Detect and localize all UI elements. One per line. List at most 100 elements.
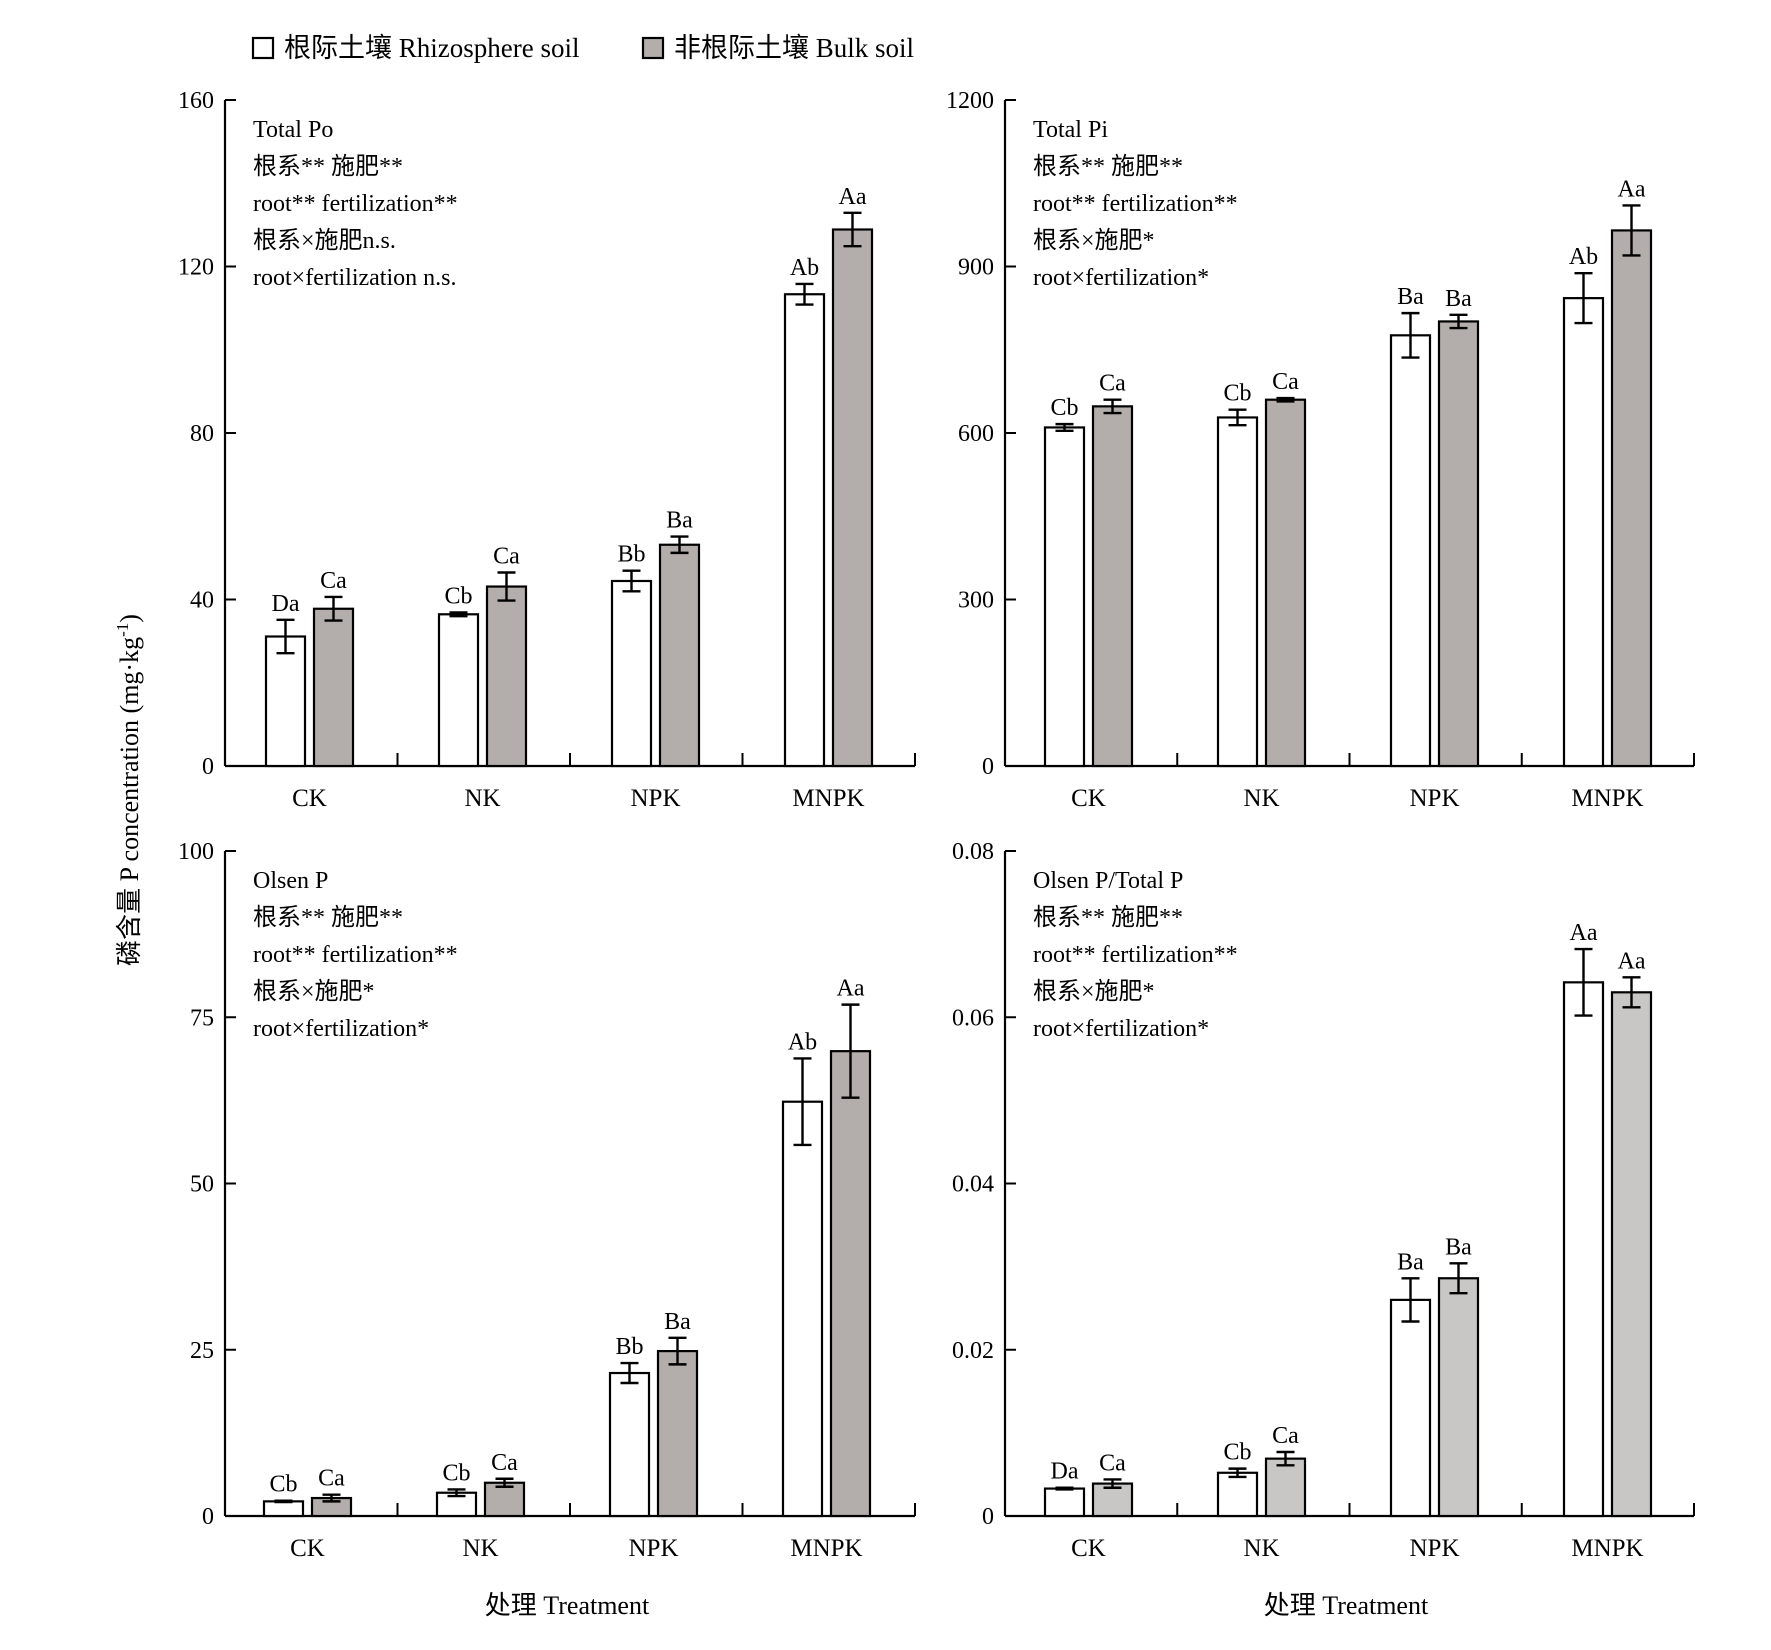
bar-rhizosphere: [264, 635, 307, 768]
significance-label: Ab: [790, 255, 819, 281]
stats-annotation: root×fertilization n.s.: [253, 265, 456, 291]
significance-label: Ba: [1397, 1249, 1424, 1275]
significance-label: Cb: [444, 583, 472, 609]
x-tick-label: NK: [462, 1535, 498, 1562]
stats-annotation: 根系×施肥*: [253, 978, 375, 1005]
significance-label: Ab: [788, 1029, 817, 1055]
significance-label: Ca: [320, 568, 347, 594]
x-tick-label: NK: [464, 785, 500, 812]
y-tick-label: 50: [190, 1172, 214, 1198]
panel-olsen-p: 0 25 50 75 100 Cb Ca CK Cb Ca NK Bb Ba NPK Ab Aa MNPK Ols…: [178, 839, 916, 1562]
significance-label: Ca: [1099, 371, 1126, 397]
significance-label: Bb: [617, 542, 645, 568]
y-tick-label: 600: [958, 421, 994, 447]
bar-rhizosphere: [1216, 1471, 1259, 1518]
bar-bulk: [831, 228, 874, 768]
y-axis-title: 磷含量 P concentration (mg·kg-1): [113, 614, 144, 966]
significance-label: Ca: [1272, 1423, 1299, 1449]
bar-bulk: [1437, 1277, 1480, 1518]
stats-annotation: 根系** 施肥**: [1033, 153, 1183, 180]
x-tick-label: NK: [1243, 785, 1279, 812]
significance-label: Ba: [1445, 286, 1472, 312]
bar-bulk: [658, 543, 701, 768]
bar-bulk: [829, 1050, 872, 1518]
y-axis-title-main: 磷含量 P concentration (mg·kg: [115, 637, 144, 966]
panel-title: Total Pi: [1033, 117, 1108, 143]
panel-title: Olsen P: [253, 868, 328, 894]
bar-rhizosphere: [610, 579, 653, 768]
bar-bulk: [1264, 1457, 1307, 1518]
stats-annotation: root** fertilization**: [253, 191, 458, 217]
y-tick-label: 900: [958, 255, 994, 281]
significance-label: Da: [1051, 1459, 1079, 1485]
x-tick-label: CK: [1071, 785, 1106, 812]
significance-label: Cb: [1050, 395, 1078, 421]
significance-label: Cb: [442, 1460, 470, 1486]
x-tick-label: MNPK: [1571, 1535, 1643, 1562]
stats-annotation: root** fertilization**: [1033, 942, 1238, 968]
panel-total-po: 0 40 80 120 160 Da Ca CK Cb Ca NK Bb Ba NPK Ab Aa MNPK To…: [178, 88, 916, 812]
x-tick-label: NPK: [1409, 785, 1459, 812]
x-tick-label: CK: [292, 785, 327, 812]
bar-rhizosphere: [262, 1500, 305, 1518]
significance-label: Ba: [1397, 284, 1424, 310]
y-tick-label: 0.04: [952, 1172, 994, 1198]
x-axis-title-right: 处理 Treatment: [1264, 1591, 1429, 1620]
x-tick-label: CK: [290, 1535, 325, 1562]
bar-bulk: [485, 585, 528, 768]
significance-label: Ca: [493, 543, 520, 569]
x-tick-label: NPK: [1409, 1535, 1459, 1562]
significance-label: Ba: [666, 508, 693, 534]
significance-label: Aa: [837, 976, 865, 1002]
y-tick-label: 40: [190, 588, 214, 614]
significance-label: Da: [272, 591, 300, 617]
bar-rhizosphere: [437, 613, 480, 768]
bar-rhizosphere: [608, 1371, 651, 1518]
legend-label-rhizosphere: 根际土壤 Rhizosphere soil: [284, 33, 579, 63]
bar-rhizosphere: [1043, 426, 1086, 768]
y-tick-label: 1200: [946, 88, 994, 114]
panel-olsen-ratio: 0 0.02 0.04 0.06 0.08 Da Ca CK Cb Ca NK Ba Ba NPK Aa Aa…: [952, 839, 1695, 1562]
significance-label: Aa: [1570, 920, 1598, 946]
stats-annotation: root×fertilization*: [253, 1016, 429, 1042]
significance-label: Cb: [1223, 381, 1251, 407]
y-axis-title-sup: -1: [113, 623, 132, 637]
legend: 根际土壤 Rhizosphere soil 非根际土壤 Bulk soil: [251, 33, 914, 63]
significance-label: Ba: [664, 1309, 691, 1335]
y-tick-label: 0.06: [952, 1005, 994, 1031]
y-tick-label: 0: [982, 754, 994, 780]
panel-title: Olsen P/Total P: [1033, 868, 1183, 894]
significance-label: Bb: [615, 1334, 643, 1360]
significance-label: Cb: [269, 1472, 297, 1498]
bar-bulk: [1264, 398, 1307, 768]
y-tick-label: 0: [202, 754, 214, 780]
stats-annotation: 根系** 施肥**: [253, 904, 403, 931]
stats-annotation: root** fertilization**: [253, 942, 458, 968]
bar-bulk: [1610, 991, 1653, 1518]
y-axis-title-end: ): [115, 614, 144, 623]
bar-bulk: [656, 1349, 699, 1518]
bar-rhizosphere: [1043, 1487, 1086, 1518]
y-tick-label: 0: [202, 1504, 214, 1530]
bar-rhizosphere: [1389, 1298, 1432, 1518]
bar-rhizosphere: [783, 293, 826, 768]
significance-label: Cb: [1223, 1440, 1251, 1466]
x-tick-label: MNPK: [790, 1535, 862, 1562]
bar-rhizosphere: [781, 1100, 824, 1518]
significance-label: Ca: [1272, 369, 1299, 395]
x-tick-label: MNPK: [792, 785, 864, 812]
y-tick-label: 100: [178, 839, 214, 865]
y-tick-label: 0.02: [952, 1338, 994, 1364]
panel-title: Total Po: [253, 117, 333, 143]
x-tick-label: NPK: [628, 1535, 678, 1562]
bar-bulk: [312, 607, 355, 768]
bar-bulk: [483, 1481, 526, 1518]
y-tick-label: 25: [190, 1338, 214, 1364]
stats-annotation: root** fertilization**: [1033, 191, 1238, 217]
stats-annotation: 根系×施肥*: [1033, 227, 1155, 254]
bar-rhizosphere: [1562, 297, 1605, 768]
y-tick-label: 300: [958, 588, 994, 614]
stats-annotation: 根系×施肥n.s.: [253, 227, 396, 254]
bar-bulk: [1091, 405, 1134, 768]
